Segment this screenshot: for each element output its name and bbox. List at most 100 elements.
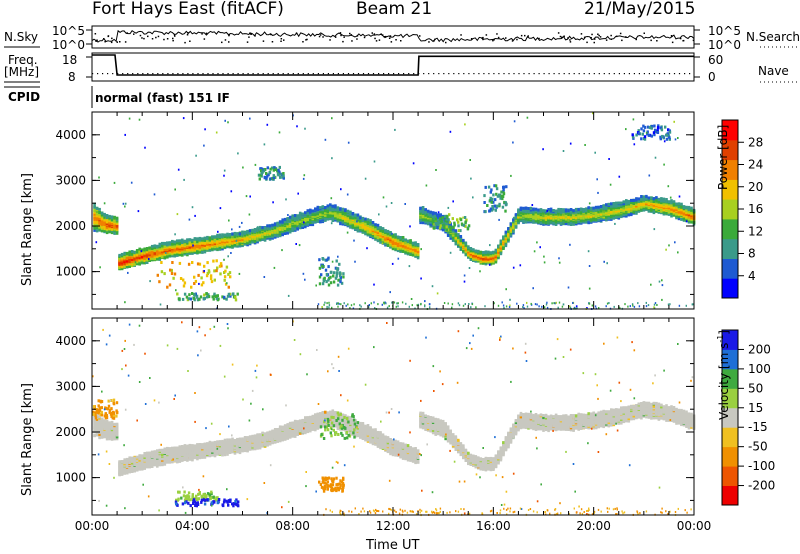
nsearch-point <box>96 39 98 41</box>
nsky-line <box>91 29 695 43</box>
power-patch-cell <box>205 292 208 296</box>
power-band-cell <box>138 247 141 251</box>
power-band-cell <box>431 214 435 218</box>
power-band-cell <box>479 250 483 254</box>
nsearch-point <box>157 35 160 38</box>
power-band-cell <box>597 208 600 211</box>
nave-point <box>372 73 375 75</box>
power-band-cell <box>198 238 202 242</box>
nsearch-point <box>619 32 622 35</box>
power-patch-cell <box>271 166 274 170</box>
power-patch-cell <box>494 184 498 188</box>
power-band-cell <box>637 199 641 203</box>
nave-point <box>217 73 219 75</box>
power-band-cell <box>647 196 651 200</box>
power-band-cell <box>148 246 151 250</box>
nave-point <box>267 73 269 75</box>
nave-point <box>247 73 249 75</box>
power-patch-cell <box>334 276 338 280</box>
power-patch-cell <box>438 226 442 230</box>
nave-point <box>533 73 535 75</box>
nsearch-point <box>580 33 583 35</box>
nsearch-point <box>262 40 265 42</box>
power-patch-cell <box>220 264 223 268</box>
nave-point <box>307 73 309 75</box>
nsearch-point <box>650 39 652 42</box>
power-band-cell <box>650 196 653 200</box>
nave-point <box>463 73 465 75</box>
power-patch-cell <box>327 277 331 280</box>
power-band-cell <box>599 216 603 220</box>
power-band-cell <box>203 236 207 240</box>
power-band-cell <box>298 214 302 218</box>
power-band-cell <box>130 264 134 268</box>
power-band-cell <box>587 220 590 224</box>
power-patch-cell <box>160 270 164 274</box>
nave-point <box>678 73 681 75</box>
power-band-cell <box>665 211 668 215</box>
power-band-cell <box>529 206 533 210</box>
power-band-cell <box>103 218 106 222</box>
power-band-cell <box>138 250 141 253</box>
power-band-cell <box>171 239 174 243</box>
nave-point <box>282 73 284 75</box>
power-band-cell <box>416 253 420 256</box>
power-band-cell <box>181 238 184 242</box>
nsearch-point <box>481 37 483 39</box>
nave-point <box>523 73 525 75</box>
nsearch-point <box>605 39 608 41</box>
power-band-cell <box>336 209 340 213</box>
nsearch-point <box>597 33 599 35</box>
power-band-cell <box>366 218 370 222</box>
power-band-cell <box>153 244 157 248</box>
nave-point <box>398 73 400 75</box>
power-patch-cell <box>269 177 272 181</box>
power-band-cell <box>562 222 565 226</box>
power-band-cell <box>193 237 197 241</box>
power-band-cell <box>314 207 317 211</box>
power-band-cell <box>685 205 688 209</box>
power-patch-cell <box>327 265 330 269</box>
nsearch-point <box>557 32 560 34</box>
power-band-cell <box>251 231 254 235</box>
power-band-cell <box>105 231 109 235</box>
nsearch-point <box>349 32 351 35</box>
power-band-cell <box>386 229 390 233</box>
power-band-cell <box>288 215 292 219</box>
nsearch-point <box>419 35 421 37</box>
power-patch-cell <box>211 295 214 299</box>
power-patch-cell <box>193 293 196 297</box>
power-band-cell <box>344 211 347 215</box>
nave-point <box>232 73 234 75</box>
nsearch-point <box>224 39 227 41</box>
nave-point <box>593 73 595 75</box>
power-band-cell <box>394 235 397 239</box>
nave-point <box>197 73 199 75</box>
nave-point <box>312 73 314 75</box>
nsearch-point <box>586 41 588 44</box>
nave-point <box>628 73 630 75</box>
power-band-cell <box>620 201 623 205</box>
power-band-cell <box>123 255 126 259</box>
power-band-cell <box>369 234 372 238</box>
power-patch-cell <box>213 292 216 296</box>
power-band-cell <box>599 205 603 208</box>
nsearch-point <box>692 39 695 42</box>
power-band-cell <box>319 220 322 224</box>
power-patch-cell <box>453 223 456 227</box>
power-patch-cell <box>261 170 264 174</box>
power-band-cell <box>278 232 282 236</box>
power-patch-cell <box>172 276 175 280</box>
power-patch-cell <box>483 201 486 204</box>
power-band-cell <box>431 224 435 228</box>
power-band-cell <box>273 225 277 228</box>
nsearch-point <box>621 39 623 42</box>
power-patch-cell <box>158 280 161 284</box>
power-band-cell <box>286 217 289 220</box>
nave-point <box>503 73 505 75</box>
power-patch-cell <box>464 221 467 225</box>
power-band-cell <box>93 210 96 214</box>
power-patch-cell <box>492 193 495 197</box>
power-band-cell <box>276 221 279 225</box>
nave-point <box>127 73 129 75</box>
